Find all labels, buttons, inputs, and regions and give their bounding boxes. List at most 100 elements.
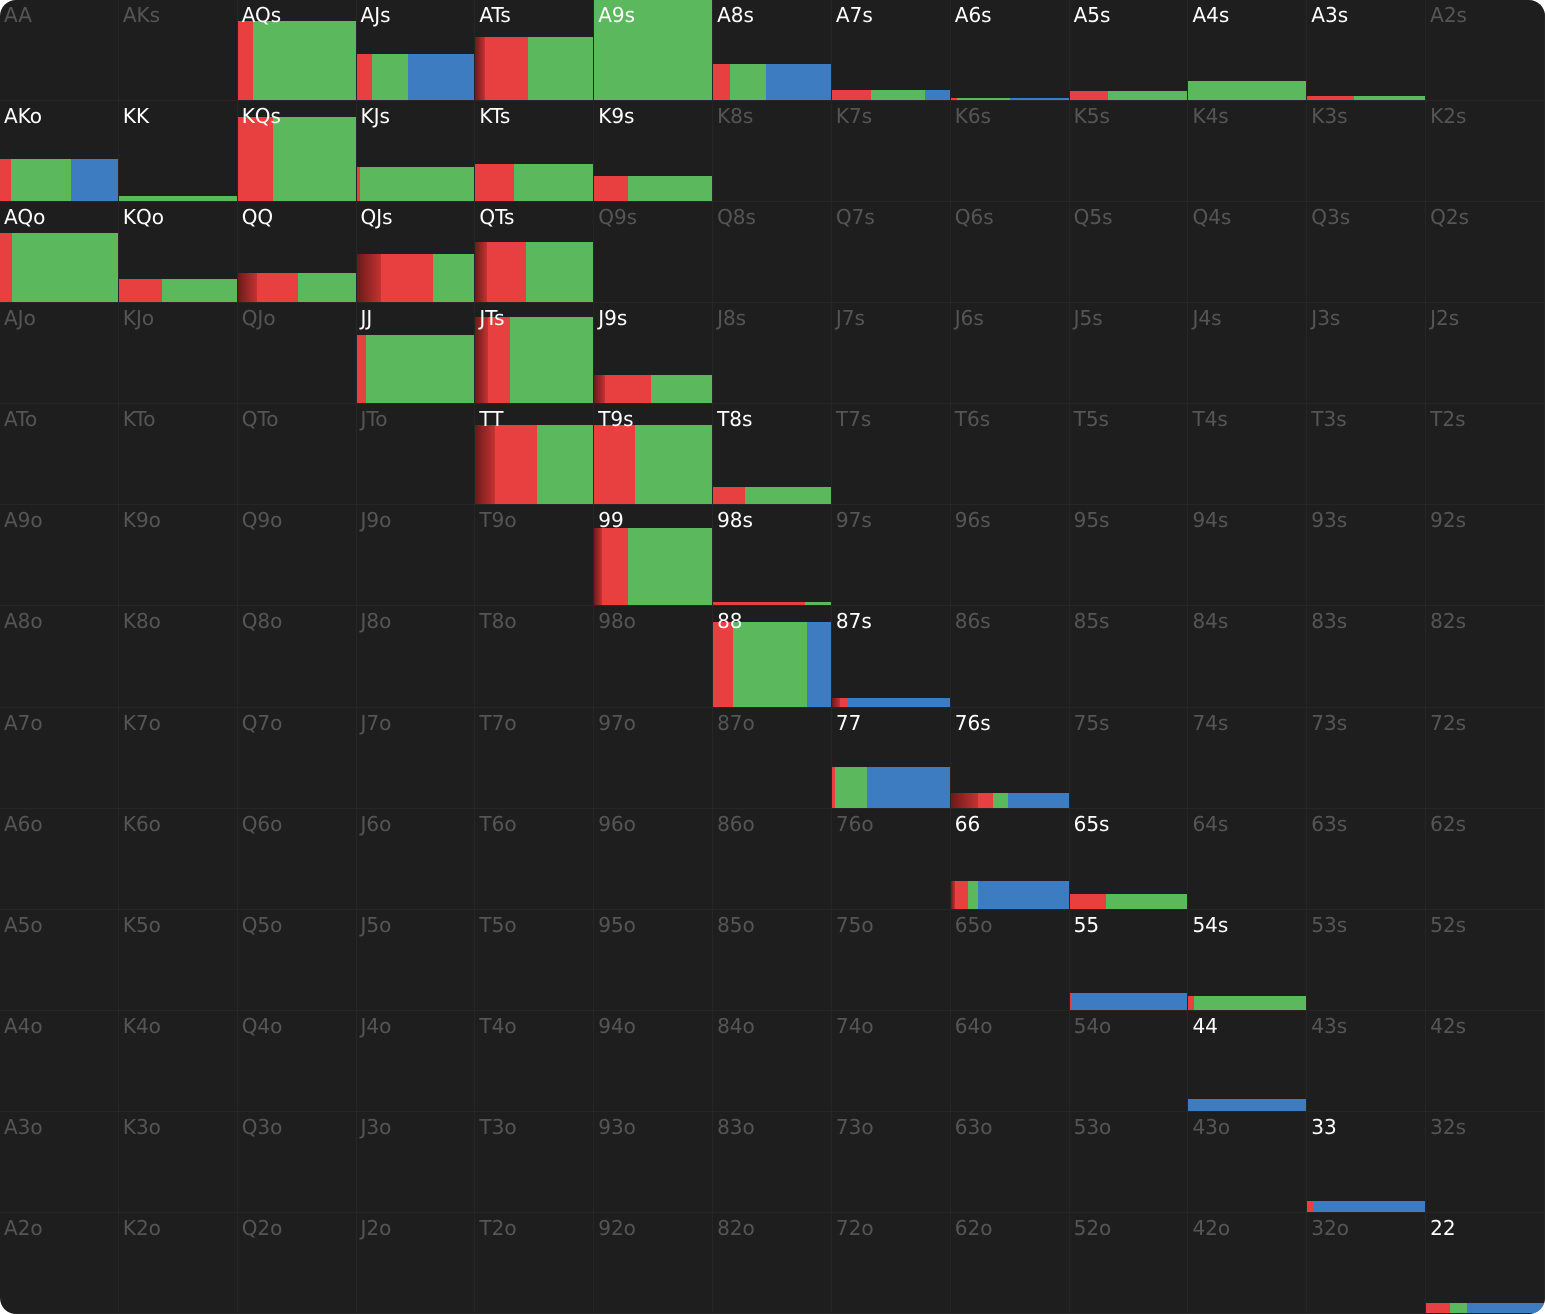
- hand-cell[interactable]: 66: [950, 808, 1070, 910]
- hand-cell[interactable]: 92s: [1426, 505, 1545, 607]
- hand-cell[interactable]: Q4o: [237, 1010, 357, 1112]
- hand-cell[interactable]: 87o: [713, 707, 832, 809]
- hand-cell[interactable]: A2o: [0, 1212, 119, 1314]
- hand-cell[interactable]: 63s: [1307, 808, 1427, 910]
- hand-cell[interactable]: J7o: [356, 707, 476, 809]
- hand-cell[interactable]: A4s: [1188, 0, 1308, 102]
- hand-cell[interactable]: J9o: [356, 505, 476, 607]
- hand-cell[interactable]: J7s: [831, 303, 951, 405]
- hand-cell[interactable]: QJo: [237, 303, 357, 405]
- hand-cell[interactable]: T7o: [475, 707, 595, 809]
- hand-cell[interactable]: KK: [118, 101, 238, 203]
- hand-cell[interactable]: 98o: [594, 606, 714, 708]
- hand-cell[interactable]: K5o: [118, 909, 238, 1011]
- hand-cell[interactable]: 64o: [950, 1010, 1070, 1112]
- hand-cell[interactable]: AKo: [0, 101, 119, 203]
- hand-cell[interactable]: AQo: [0, 202, 119, 304]
- hand-cell[interactable]: T5o: [475, 909, 595, 1011]
- hand-cell[interactable]: K3s: [1307, 101, 1427, 203]
- hand-cell[interactable]: JTs: [475, 303, 595, 405]
- hand-cell[interactable]: T3o: [475, 1111, 595, 1213]
- hand-cell[interactable]: Q8o: [237, 606, 357, 708]
- hand-cell[interactable]: 32s: [1426, 1111, 1545, 1213]
- hand-cell[interactable]: A3s: [1307, 0, 1427, 102]
- hand-cell[interactable]: K7o: [118, 707, 238, 809]
- hand-cell[interactable]: T8s: [713, 404, 832, 506]
- hand-cell[interactable]: 97s: [831, 505, 951, 607]
- hand-cell[interactable]: KQs: [237, 101, 357, 203]
- hand-cell[interactable]: T5s: [1069, 404, 1189, 506]
- hand-cell[interactable]: 64s: [1188, 808, 1308, 910]
- hand-cell[interactable]: 84o: [713, 1010, 832, 1112]
- hand-cell[interactable]: K9s: [594, 101, 714, 203]
- hand-cell[interactable]: 53s: [1307, 909, 1427, 1011]
- hand-cell[interactable]: KJo: [118, 303, 238, 405]
- hand-cell[interactable]: 55: [1069, 909, 1189, 1011]
- hand-cell[interactable]: Q4s: [1188, 202, 1308, 304]
- hand-cell[interactable]: T6s: [950, 404, 1070, 506]
- hand-cell[interactable]: K2o: [118, 1212, 238, 1314]
- hand-cell[interactable]: 74s: [1188, 707, 1308, 809]
- hand-cell[interactable]: AJo: [0, 303, 119, 405]
- hand-cell[interactable]: 95s: [1069, 505, 1189, 607]
- hand-cell[interactable]: K2s: [1426, 101, 1545, 203]
- hand-cell[interactable]: A6o: [0, 808, 119, 910]
- hand-cell[interactable]: T4s: [1188, 404, 1308, 506]
- hand-cell[interactable]: 43s: [1307, 1010, 1427, 1112]
- hand-cell[interactable]: 52o: [1069, 1212, 1189, 1314]
- hand-cell[interactable]: 75o: [831, 909, 951, 1011]
- hand-cell[interactable]: Q9o: [237, 505, 357, 607]
- hand-cell[interactable]: 86o: [713, 808, 832, 910]
- hand-cell[interactable]: KJs: [356, 101, 476, 203]
- hand-cell[interactable]: 73s: [1307, 707, 1427, 809]
- hand-cell[interactable]: J2s: [1426, 303, 1545, 405]
- hand-cell[interactable]: T3s: [1307, 404, 1427, 506]
- hand-cell[interactable]: AA: [0, 0, 119, 102]
- hand-cell[interactable]: QTo: [237, 404, 357, 506]
- hand-cell[interactable]: J4s: [1188, 303, 1308, 405]
- hand-cell[interactable]: 33: [1307, 1111, 1427, 1213]
- hand-cell[interactable]: K8s: [713, 101, 832, 203]
- hand-cell[interactable]: QQ: [237, 202, 357, 304]
- hand-cell[interactable]: AJs: [356, 0, 476, 102]
- hand-cell[interactable]: ATo: [0, 404, 119, 506]
- hand-cell[interactable]: J5s: [1069, 303, 1189, 405]
- hand-cell[interactable]: K6s: [950, 101, 1070, 203]
- hand-cell[interactable]: A8o: [0, 606, 119, 708]
- hand-cell[interactable]: A5s: [1069, 0, 1189, 102]
- hand-cell[interactable]: A9s: [594, 0, 714, 102]
- hand-cell[interactable]: Q6o: [237, 808, 357, 910]
- hand-cell[interactable]: J4o: [356, 1010, 476, 1112]
- hand-cell[interactable]: 96s: [950, 505, 1070, 607]
- hand-cell[interactable]: 77: [831, 707, 951, 809]
- hand-cell[interactable]: A6s: [950, 0, 1070, 102]
- hand-cell[interactable]: 52s: [1426, 909, 1545, 1011]
- hand-cell[interactable]: 83o: [713, 1111, 832, 1213]
- hand-cell[interactable]: 76s: [950, 707, 1070, 809]
- hand-cell[interactable]: 32o: [1307, 1212, 1427, 1314]
- hand-cell[interactable]: A7o: [0, 707, 119, 809]
- hand-cell[interactable]: QTs: [475, 202, 595, 304]
- hand-cell[interactable]: 84s: [1188, 606, 1308, 708]
- hand-cell[interactable]: AQs: [237, 0, 357, 102]
- hand-cell[interactable]: A8s: [713, 0, 832, 102]
- hand-cell[interactable]: 97o: [594, 707, 714, 809]
- hand-cell[interactable]: 83s: [1307, 606, 1427, 708]
- hand-cell[interactable]: 95o: [594, 909, 714, 1011]
- hand-cell[interactable]: 96o: [594, 808, 714, 910]
- hand-cell[interactable]: K4o: [118, 1010, 238, 1112]
- hand-cell[interactable]: 54o: [1069, 1010, 1189, 1112]
- hand-cell[interactable]: T9s: [594, 404, 714, 506]
- hand-cell[interactable]: T2o: [475, 1212, 595, 1314]
- hand-cell[interactable]: 54s: [1188, 909, 1308, 1011]
- hand-cell[interactable]: A2s: [1426, 0, 1545, 102]
- hand-cell[interactable]: T2s: [1426, 404, 1545, 506]
- hand-cell[interactable]: K7s: [831, 101, 951, 203]
- hand-cell[interactable]: 22: [1426, 1212, 1545, 1314]
- hand-cell[interactable]: K8o: [118, 606, 238, 708]
- hand-cell[interactable]: A3o: [0, 1111, 119, 1213]
- hand-cell[interactable]: 63o: [950, 1111, 1070, 1213]
- hand-cell[interactable]: KTo: [118, 404, 238, 506]
- hand-cell[interactable]: J3o: [356, 1111, 476, 1213]
- hand-cell[interactable]: T9o: [475, 505, 595, 607]
